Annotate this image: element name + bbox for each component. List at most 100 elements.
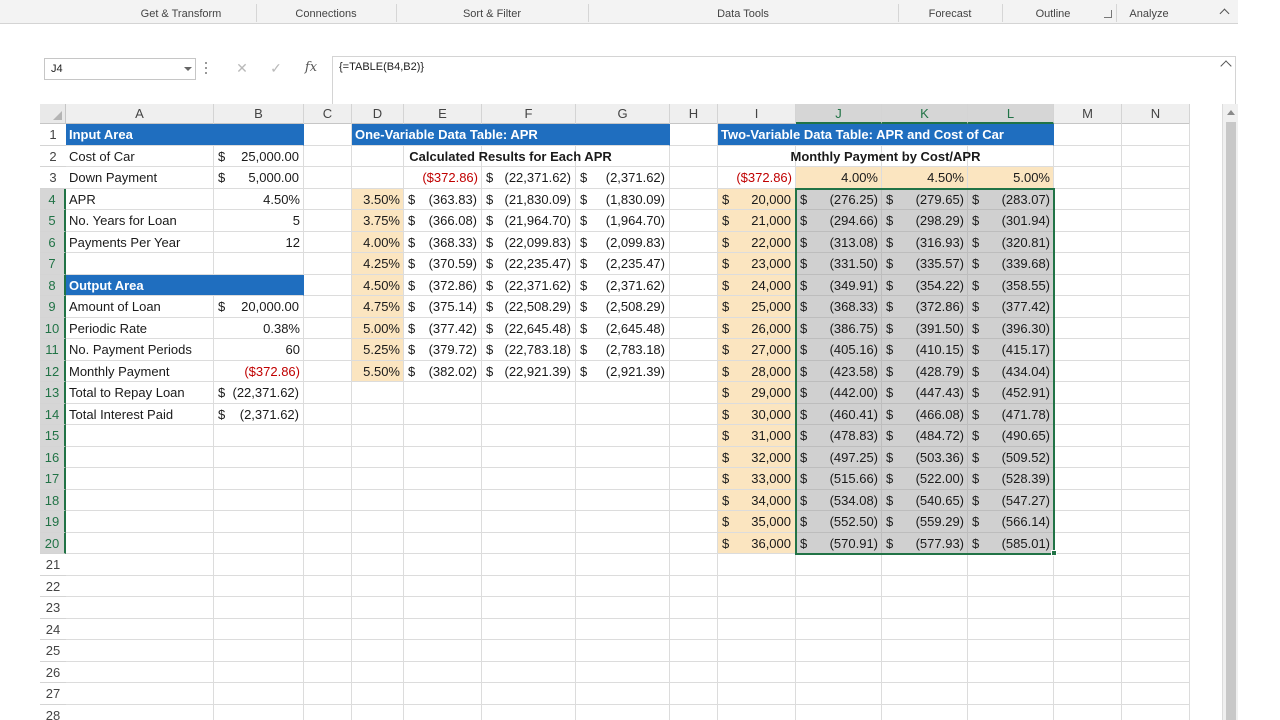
row-header-2[interactable]: 2 [40,146,66,167]
two-var-result-cell[interactable]: $ (283.07) [968,188,1054,210]
two-var-result-cell[interactable]: $ (335.57) [882,253,968,275]
one-var-result-cell[interactable]: $ (22,783.18) [482,339,576,361]
empty-cell[interactable] [214,532,304,554]
ribbon-group-connections[interactable]: Connections [295,8,357,20]
one-var-result-cell[interactable]: $ (22,508.29) [482,296,576,318]
empty-cell[interactable] [214,446,304,468]
cost-input-cell[interactable]: $34,000 [718,489,796,511]
two-var-result-cell[interactable]: $ (547.27) [968,489,1054,511]
empty-cell[interactable] [1054,575,1122,597]
empty-cell[interactable] [214,661,304,683]
empty-cell[interactable] [214,575,304,597]
empty-cell[interactable] [670,339,718,361]
empty-cell[interactable] [576,532,670,554]
empty-cell[interactable] [670,231,718,253]
two-var-result-cell[interactable]: $ (428.79) [882,360,968,382]
one-var-result-cell[interactable]: $ (21,964.70) [482,210,576,232]
empty-cell[interactable] [352,532,404,554]
empty-cell[interactable] [404,425,482,447]
two-var-result-cell[interactable]: $ (466.08) [882,403,968,425]
one-var-result-cell[interactable]: $ (370.59) [404,253,482,275]
row-header-13[interactable]: 13 [40,382,66,404]
one-var-result-cell[interactable]: $ (22,099.83) [482,231,576,253]
empty-cell[interactable] [796,575,882,597]
row-header-8[interactable]: 8 [40,274,66,296]
empty-cell[interactable] [1054,188,1122,210]
empty-cell[interactable] [670,188,718,210]
empty-cell[interactable] [576,575,670,597]
one-var-formula-cell[interactable]: ($372.86) [404,167,482,189]
column-header-j[interactable]: J [796,104,882,124]
cost-input-cell[interactable]: $30,000 [718,403,796,425]
cost-input-cell[interactable]: $23,000 [718,253,796,275]
one-var-result-cell[interactable]: $ (2,783.18) [576,339,670,361]
empty-cell[interactable] [482,425,576,447]
empty-cell[interactable] [576,446,670,468]
empty-cell[interactable] [1054,704,1122,720]
empty-cell[interactable] [404,403,482,425]
output-value[interactable]: $ (2,371.62) [214,403,304,425]
empty-cell[interactable] [482,468,576,490]
vertical-scrollbar[interactable] [1222,104,1238,720]
empty-cell[interactable] [882,683,968,705]
empty-cell[interactable] [1122,188,1190,210]
row-header-20[interactable]: 20 [40,532,66,554]
empty-cell[interactable] [1122,274,1190,296]
input-label[interactable]: APR [66,188,214,210]
empty-cell[interactable] [670,704,718,720]
empty-cell[interactable] [404,640,482,662]
empty-cell[interactable] [304,511,352,533]
two-var-result-cell[interactable]: $ (358.55) [968,274,1054,296]
empty-cell[interactable] [482,554,576,576]
empty-cell[interactable] [404,704,482,720]
empty-cell[interactable] [1054,360,1122,382]
one-var-result-cell[interactable]: $ (22,645.48) [482,317,576,339]
apr-header-cell[interactable]: 5.00% [968,167,1054,189]
empty-cell[interactable] [968,554,1054,576]
output-label[interactable]: Monthly Payment [66,360,214,382]
empty-cell[interactable] [304,382,352,404]
empty-cell[interactable] [404,489,482,511]
input-label[interactable]: Down Payment [66,167,214,189]
empty-cell[interactable] [304,575,352,597]
empty-cell[interactable] [404,597,482,619]
empty-cell[interactable] [214,704,304,720]
ribbon-group-forecast[interactable]: Forecast [928,8,972,20]
two-var-result-cell[interactable]: $ (552.50) [796,511,882,533]
two-var-result-cell[interactable]: $ (301.94) [968,210,1054,232]
empty-cell[interactable] [214,511,304,533]
row-header-15[interactable]: 15 [40,425,66,447]
empty-cell[interactable] [670,683,718,705]
empty-cell[interactable] [352,403,404,425]
one-var-table-subtitle[interactable]: Calculated Results for Each APR [352,145,670,167]
empty-cell[interactable] [1054,253,1122,275]
empty-cell[interactable] [1054,597,1122,619]
output-value[interactable]: ($372.86) [214,360,304,382]
empty-cell[interactable] [1054,274,1122,296]
empty-cell[interactable] [214,554,304,576]
row-header-14[interactable]: 14 [40,403,66,425]
empty-cell[interactable] [404,683,482,705]
two-var-result-cell[interactable]: $ (410.15) [882,339,968,361]
two-var-table-subtitle[interactable]: Monthly Payment by Cost/APR [718,145,1054,167]
empty-cell[interactable] [1054,145,1122,167]
empty-cell[interactable] [352,704,404,720]
empty-cell[interactable] [1054,532,1122,554]
empty-cell[interactable] [66,554,214,576]
empty-cell[interactable] [66,661,214,683]
empty-cell[interactable] [670,210,718,232]
empty-cell[interactable] [670,317,718,339]
one-var-result-cell[interactable]: $ (1,830.09) [576,188,670,210]
empty-cell[interactable] [66,704,214,720]
empty-cell[interactable] [304,210,352,232]
two-var-result-cell[interactable]: $ (528.39) [968,468,1054,490]
output-label[interactable]: Periodic Rate [66,317,214,339]
cost-input-cell[interactable]: $28,000 [718,360,796,382]
empty-cell[interactable] [352,661,404,683]
cost-input-cell[interactable]: $24,000 [718,274,796,296]
empty-cell[interactable] [304,446,352,468]
empty-cell[interactable] [1122,511,1190,533]
empty-cell[interactable] [304,124,352,146]
empty-cell[interactable] [1122,468,1190,490]
empty-cell[interactable] [1122,661,1190,683]
